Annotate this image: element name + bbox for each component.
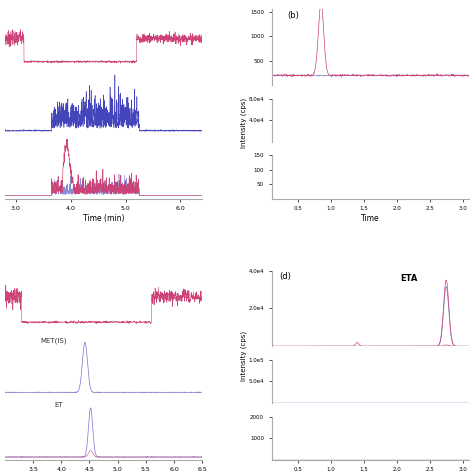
Text: Intensity (cps): Intensity (cps) [241, 330, 247, 381]
X-axis label: Time: Time [361, 214, 380, 223]
X-axis label: Time (min): Time (min) [83, 214, 124, 223]
Text: Intensity (cps): Intensity (cps) [241, 98, 247, 148]
Text: (d): (d) [280, 272, 292, 281]
Text: ET: ET [54, 402, 63, 408]
Text: MET(IS): MET(IS) [40, 337, 67, 344]
Text: (b): (b) [287, 11, 299, 20]
Text: ETA: ETA [400, 274, 418, 283]
